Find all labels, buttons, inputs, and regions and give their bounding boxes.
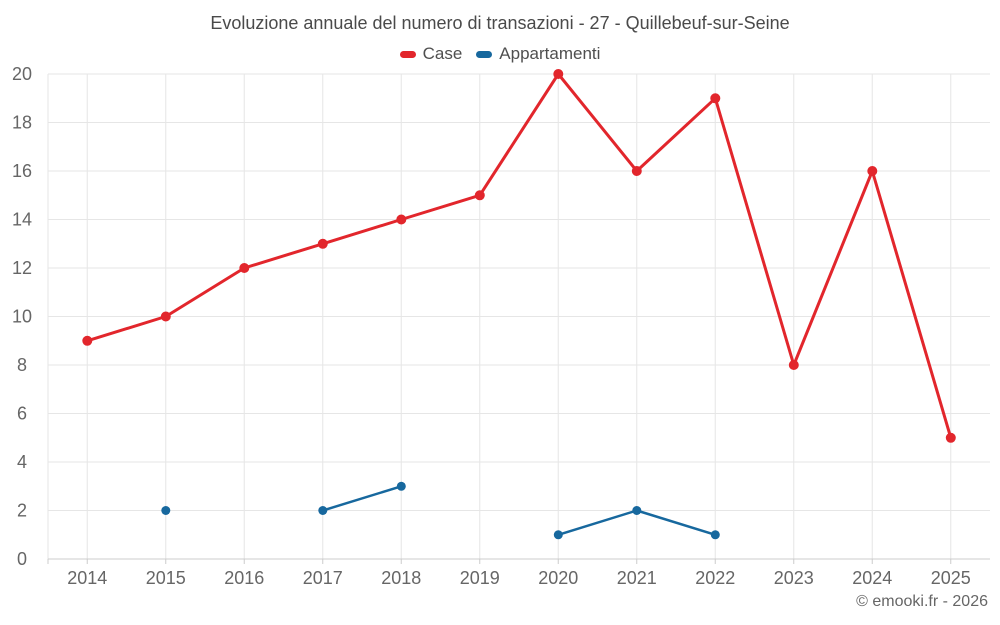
marker-case-2022[interactable] <box>710 93 721 104</box>
x-axis-tick-label: 2018 <box>381 568 421 588</box>
x-axis-tick-label: 2019 <box>460 568 500 588</box>
legend-swatch-appartamenti <box>476 50 493 58</box>
chart-title: Evoluzione annuale del numero di transaz… <box>210 13 790 33</box>
y-axis-tick-label: 20 <box>12 64 32 84</box>
marker-case-2023[interactable] <box>788 360 799 370</box>
marker-appartamenti-2022[interactable] <box>710 530 720 540</box>
y-axis-tick-label: 2 <box>17 501 27 521</box>
x-axis-tick-label: 2023 <box>774 568 814 588</box>
y-axis-tick-label: 14 <box>12 210 32 230</box>
marker-appartamenti-2021[interactable] <box>632 506 642 515</box>
x-axis-tick-label: 2024 <box>852 568 892 588</box>
y-axis-tick-label: 18 <box>12 113 32 133</box>
y-axis-tick-label: 10 <box>12 307 32 327</box>
y-axis-tick-label: 4 <box>17 452 27 472</box>
x-axis-tick-label: 2015 <box>146 568 186 588</box>
marker-case-2025[interactable] <box>945 432 956 443</box>
marker-appartamenti-2020[interactable] <box>553 530 563 540</box>
marker-case-2019[interactable] <box>474 190 485 201</box>
y-axis-tick-label: 8 <box>17 355 27 375</box>
y-axis-tick-label: 16 <box>12 161 32 181</box>
marker-case-2016[interactable] <box>239 263 250 273</box>
y-axis-tick-label: 12 <box>12 258 32 278</box>
legend-label: Case <box>422 44 463 63</box>
marker-appartamenti-2015[interactable] <box>161 506 171 515</box>
x-axis-tick-label: 2014 <box>67 568 107 588</box>
marker-appartamenti-2017[interactable] <box>318 506 328 515</box>
legend-item-case[interactable]: Case <box>399 44 463 64</box>
x-axis-tick-label: 2021 <box>617 568 657 588</box>
y-axis-tick-label: 6 <box>17 404 27 424</box>
x-axis-tick-label: 2020 <box>538 568 578 588</box>
marker-case-2015[interactable] <box>160 311 171 322</box>
legend-item-appartamenti[interactable]: Appartamenti <box>476 44 600 64</box>
x-axis-tick-label: 2025 <box>931 568 971 588</box>
marker-case-2021[interactable] <box>631 166 642 176</box>
marker-case-2018[interactable] <box>396 214 407 225</box>
marker-case-2017[interactable] <box>317 238 328 249</box>
marker-case-2024[interactable] <box>867 166 878 176</box>
x-axis-tick-label: 2016 <box>224 568 264 588</box>
marker-appartamenti-2018[interactable] <box>396 481 406 491</box>
legend: Case Appartamenti <box>0 44 1000 64</box>
legend-label: Appartamenti <box>499 44 601 63</box>
series-line-case <box>85 72 953 440</box>
y-axis-tick-label: 0 <box>17 549 27 569</box>
credits-link[interactable]: © emooki.fr - 2026 <box>856 593 988 610</box>
marker-case-2020[interactable] <box>553 69 564 79</box>
x-axis-tick-label: 2017 <box>303 568 343 588</box>
x-axis-tick-label: 2022 <box>695 568 735 588</box>
legend-swatch-case <box>399 50 416 58</box>
marker-case-2014[interactable] <box>82 335 93 346</box>
